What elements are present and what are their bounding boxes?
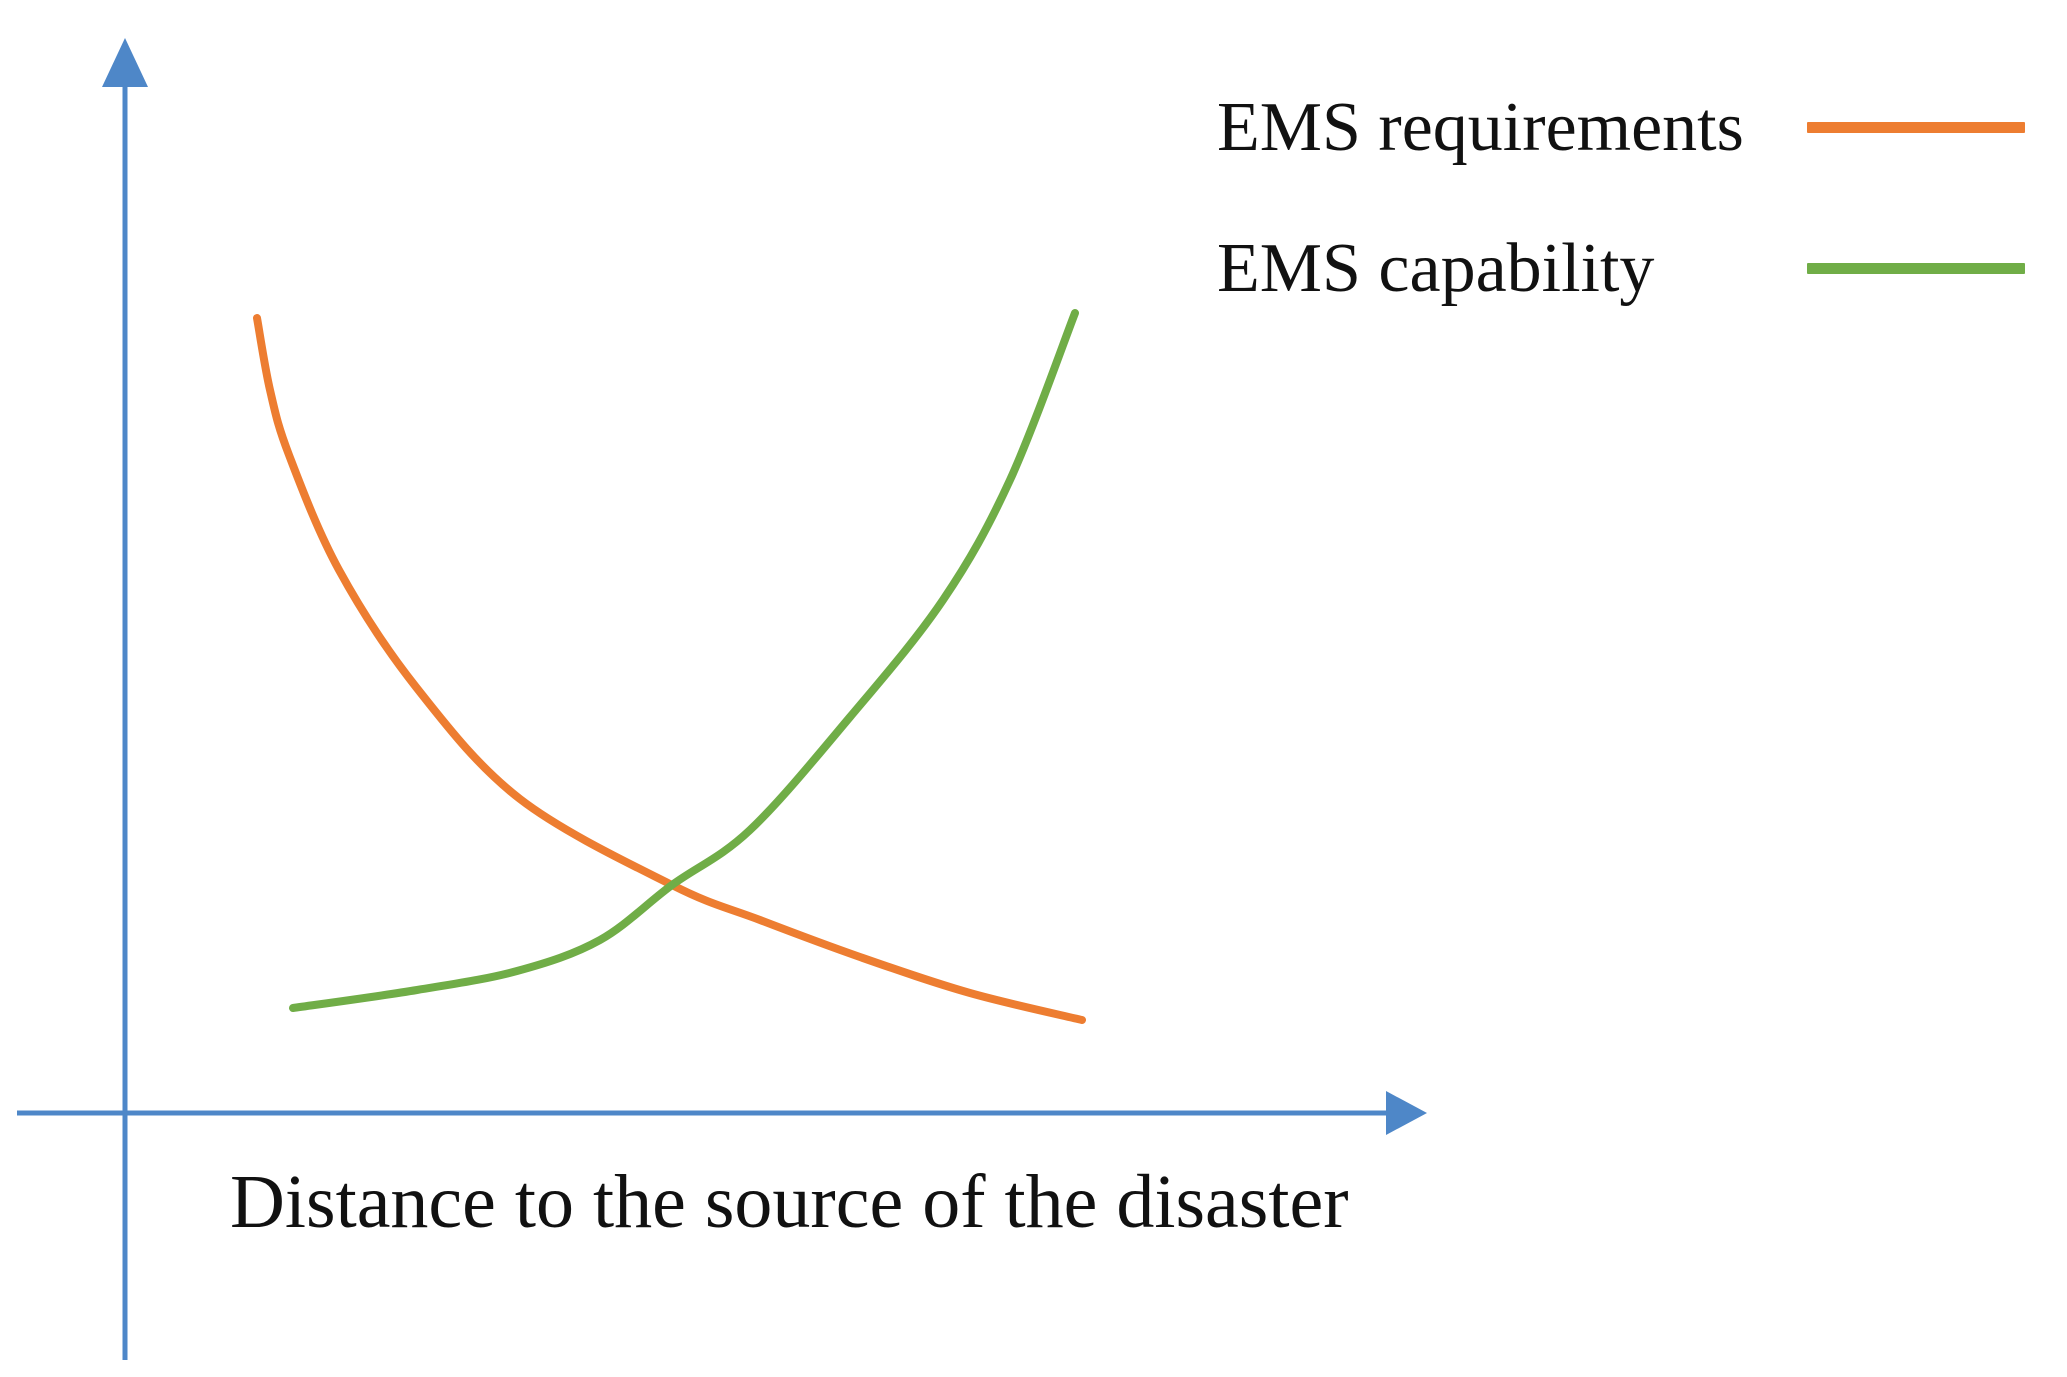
legend-swatch-ems-capability-icon: [1807, 263, 2025, 274]
legend-item-ems-requirements: EMS requirements: [1217, 90, 2025, 165]
x-axis-label: Distance to the source of the disaster: [230, 1160, 1349, 1244]
y-axis-arrowhead-icon: [102, 38, 148, 87]
legend: EMS requirements EMS capability: [1217, 90, 2025, 372]
legend-item-ems-capability: EMS capability: [1217, 231, 2025, 306]
ems-requirements-curve: [253, 314, 1086, 1024]
legend-label-ems-capability: EMS capability: [1217, 229, 1655, 307]
ems-capability-curve: [289, 309, 1079, 1012]
legend-swatch-ems-requirements-icon: [1807, 122, 2025, 133]
x-axis-arrowhead-icon: [1386, 1091, 1427, 1135]
legend-label-ems-requirements: EMS requirements: [1217, 88, 1744, 166]
